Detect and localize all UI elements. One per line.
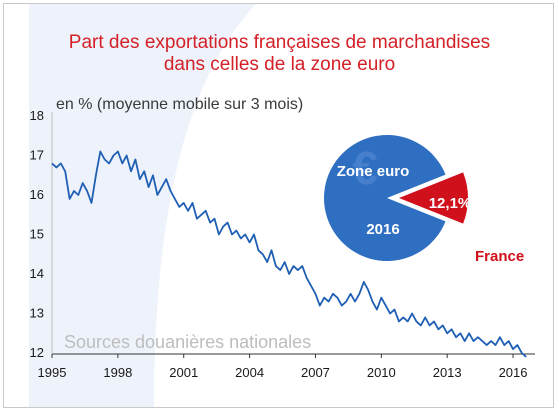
chart-frame: 12 13 14 15 16 17 18 1995 1998 2001 2004 2007 2010 20… <box>3 3 554 408</box>
x-tick-label: 2013 <box>433 365 462 380</box>
y-tick-label: 18 <box>30 108 44 123</box>
chart-title-line1: Part des exportations françaises de marc… <box>68 32 491 53</box>
pie-data-label-france: 12,1% <box>429 195 472 212</box>
y-axis-unit-label: en % (moyenne mobile sur 3 mois) <box>56 96 304 113</box>
series-line <box>51 150 527 358</box>
y-tick-label: 16 <box>30 187 44 202</box>
x-tick-label: 1998 <box>103 365 132 380</box>
x-tick-label: 1995 <box>38 365 67 380</box>
euro-watermark-icon: € <box>352 142 378 194</box>
chart-title: Part des exportations françaises de marc… <box>4 32 553 76</box>
y-tick-label: 12 <box>30 345 44 360</box>
pie-slice-zone-euro <box>324 135 446 261</box>
pie-label-france: France <box>475 248 524 265</box>
pie-label-zone-euro: Zone euro <box>337 163 410 180</box>
pie-slice-france <box>399 172 469 224</box>
y-tick-label: 15 <box>30 227 44 242</box>
x-tick-label: 2007 <box>301 365 330 380</box>
x-tick-label: 2001 <box>169 365 198 380</box>
chart-title-line2: dans celles de la zone euro <box>163 54 396 75</box>
y-tick-label: 13 <box>30 306 44 321</box>
x-tick-label: 2004 <box>235 365 264 380</box>
y-tick-label: 17 <box>30 148 44 163</box>
y-tick-label: 14 <box>30 266 44 281</box>
x-tick-label: 2016 <box>499 365 528 380</box>
source-note: Sources douanières nationales <box>64 332 312 352</box>
x-tick-label: 2010 <box>367 365 396 380</box>
line-layer <box>51 150 527 358</box>
pie-year-label: 2016 <box>366 221 399 238</box>
background-swoosh <box>29 4 256 407</box>
chart-canvas: 12 13 14 15 16 17 18 1995 1998 2001 2004 2007 2010 20… <box>29 4 535 407</box>
pie-inset: €Zone euro 2016 12,1% France <box>324 135 524 265</box>
axis-layer: 12 13 14 15 16 17 18 1995 1998 2001 2004 2007 2010 20… <box>30 108 535 380</box>
